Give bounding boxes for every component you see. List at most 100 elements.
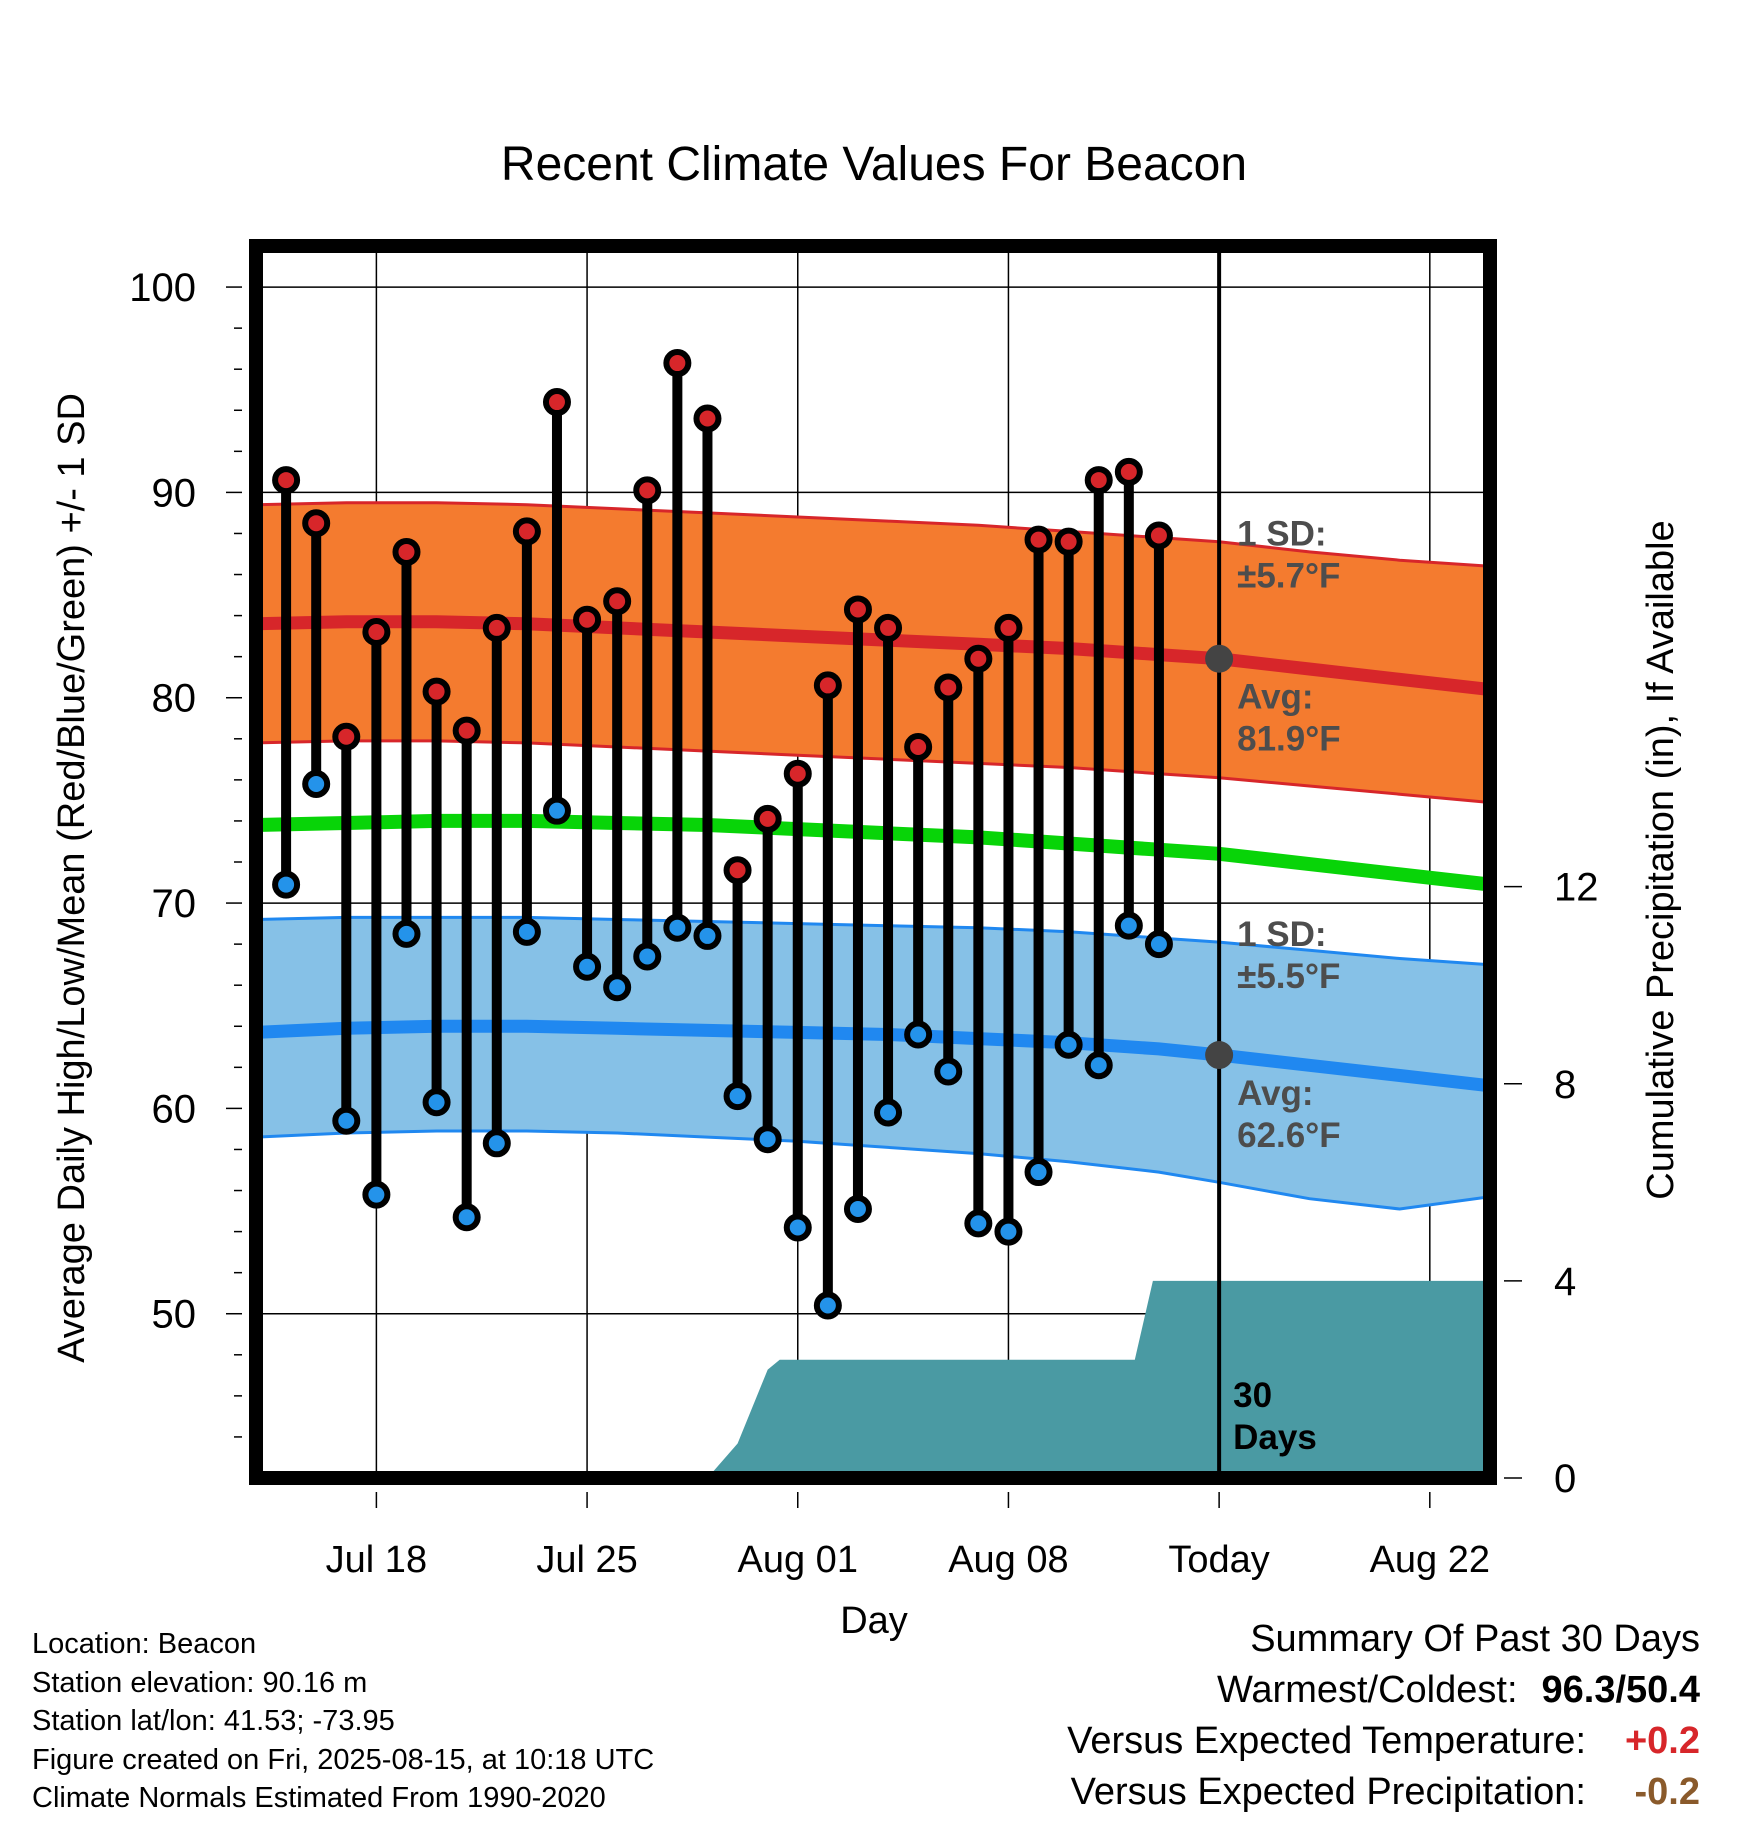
y-tick-label: 70 bbox=[152, 882, 197, 926]
daily-high-point bbox=[573, 605, 602, 634]
y-tick-label: 90 bbox=[152, 471, 197, 515]
precip-area bbox=[256, 1280, 1490, 1478]
location-text: Location: Beacon bbox=[32, 1628, 257, 1660]
daily-high-point bbox=[753, 804, 782, 833]
y2-tick-label: 4 bbox=[1554, 1260, 1576, 1304]
y2-tick-label: 8 bbox=[1554, 1063, 1576, 1107]
daily-high-point bbox=[723, 856, 752, 885]
today-window-label: 30 Days bbox=[1233, 1376, 1317, 1457]
y-tick-label: 80 bbox=[152, 677, 197, 721]
daily-low-point bbox=[512, 917, 541, 946]
summary-warmest-row: Warmest/Coldest: 96.3/50.4 bbox=[1067, 1665, 1700, 1716]
daily-high-point bbox=[422, 677, 451, 706]
daily-high-point bbox=[783, 759, 812, 788]
daily-low-point bbox=[452, 1203, 481, 1232]
y-tick-label: 60 bbox=[152, 1087, 197, 1131]
x-axis-label: Day bbox=[840, 1600, 908, 1642]
daily-low-point bbox=[1054, 1030, 1083, 1059]
y-axis-label: Average Daily High/Low/Mean (Red/Blue/Gr… bbox=[51, 393, 93, 1363]
daily-low-point bbox=[603, 973, 632, 1002]
warmest-label: Warmest/Coldest: bbox=[1216, 1669, 1518, 1711]
daily-high-point bbox=[482, 613, 511, 642]
daily-low-point bbox=[813, 1291, 842, 1320]
high-sd-band bbox=[256, 502, 1490, 803]
daily-low-point bbox=[723, 1082, 752, 1111]
daily-low-point bbox=[693, 921, 722, 950]
today-high-avg-dot bbox=[1205, 644, 1234, 673]
daily-low-point bbox=[1144, 930, 1173, 959]
daily-high-point bbox=[542, 388, 571, 417]
y2-tick-label: 12 bbox=[1554, 866, 1599, 910]
chart-title: Recent Climate Values For Beacon bbox=[501, 138, 1247, 191]
daily-low-point bbox=[964, 1209, 993, 1238]
precip-value: -0.2 bbox=[1634, 1771, 1700, 1813]
daily-low-point bbox=[302, 769, 331, 798]
x-tick-label: Today bbox=[1168, 1539, 1269, 1581]
plot-area: 1 SD: ±5.7°F Avg: 81.9°F 1 SD: ±5.5°F Avg: 62.6… bbox=[129, 239, 1599, 1581]
daily-high-point bbox=[693, 404, 722, 433]
daily-low-point bbox=[392, 919, 421, 948]
low-sd-band bbox=[256, 917, 1490, 1209]
daily-high-point bbox=[332, 722, 361, 751]
daily-low-point bbox=[332, 1106, 361, 1135]
plot-frame bbox=[249, 239, 1497, 1485]
daily-low-point bbox=[843, 1195, 872, 1224]
daily-low-point bbox=[874, 1098, 903, 1127]
elevation-text: Station elevation: 90.16 m bbox=[32, 1666, 368, 1699]
y-tick-label: 100 bbox=[129, 266, 196, 310]
daily-high-point bbox=[1144, 521, 1173, 550]
latlon-text: Station lat/lon: 41.53; -73.95 bbox=[32, 1705, 395, 1737]
warmest-value: 96.3/50.4 bbox=[1541, 1669, 1700, 1711]
daily-low-point bbox=[482, 1129, 511, 1158]
daily-high-point bbox=[1114, 457, 1143, 486]
daily-low-point bbox=[1084, 1051, 1113, 1080]
daily-high-point bbox=[934, 673, 963, 702]
daily-low-point bbox=[272, 870, 301, 899]
today-low-avg-dot bbox=[1205, 1041, 1234, 1070]
daily-low-point bbox=[362, 1180, 391, 1209]
daily-low-point bbox=[904, 1020, 933, 1049]
y-tick-label: 50 bbox=[152, 1293, 197, 1337]
daily-low-point bbox=[994, 1217, 1023, 1246]
high-sd-annotation: 1 SD: ±5.7°F bbox=[1237, 515, 1340, 596]
daily-high-point bbox=[633, 476, 662, 505]
daily-high-point bbox=[272, 466, 301, 495]
daily-high-point bbox=[452, 716, 481, 745]
daily-high-point bbox=[994, 613, 1023, 642]
daily-low-point bbox=[663, 913, 692, 942]
summary-temp-row: Versus Expected Temperature: +0.2 bbox=[1067, 1716, 1700, 1767]
x-tick-label: Aug 08 bbox=[948, 1539, 1068, 1581]
daily-high-point bbox=[392, 537, 421, 566]
daily-low-point bbox=[422, 1088, 451, 1117]
daily-low-point bbox=[1114, 911, 1143, 940]
high-avg-annotation: Avg: 81.9°F bbox=[1237, 678, 1341, 759]
created-text: Figure created on Fri, 2025-08-15, at 10… bbox=[32, 1743, 655, 1776]
precip-label: Versus Expected Precipitation: bbox=[1070, 1771, 1586, 1813]
daily-high-point bbox=[1024, 525, 1053, 554]
daily-high-point bbox=[1054, 527, 1083, 556]
daily-low-point bbox=[783, 1213, 812, 1242]
daily-high-point bbox=[843, 595, 872, 624]
daily-low-point bbox=[1024, 1158, 1053, 1187]
daily-low-point bbox=[753, 1125, 782, 1154]
daily-high-point bbox=[302, 509, 331, 538]
low-avg-annotation: Avg: 62.6°F bbox=[1237, 1074, 1341, 1155]
y2-axis-label: Cumulative Precipitation (in), If Availa… bbox=[1640, 520, 1682, 1199]
y2-tick-label: 0 bbox=[1554, 1457, 1576, 1501]
daily-high-point bbox=[964, 644, 993, 673]
daily-high-point bbox=[512, 517, 541, 546]
summary-title: Summary Of Past 30 Days bbox=[1250, 1618, 1700, 1660]
temp-value: +0.2 bbox=[1624, 1720, 1700, 1762]
daily-low-point bbox=[573, 952, 602, 981]
plot-content: 1 SD: ±5.7°F Avg: 81.9°F 1 SD: ±5.5°F Avg: 62.6… bbox=[256, 246, 1490, 1478]
normals-text: Climate Normals Estimated From 1990-2020 bbox=[32, 1782, 606, 1814]
daily-high-point bbox=[874, 613, 903, 642]
daily-high-point bbox=[603, 587, 632, 616]
x-tick-label: Aug 22 bbox=[1370, 1539, 1490, 1581]
daily-high-point bbox=[813, 671, 842, 700]
x-tick-label: Aug 01 bbox=[738, 1539, 858, 1581]
summary-panel: Summary Of Past 30 Days Warmest/Coldest:… bbox=[1067, 1614, 1700, 1818]
daily-high-point bbox=[663, 349, 692, 378]
x-tick-label: Jul 18 bbox=[326, 1539, 427, 1581]
